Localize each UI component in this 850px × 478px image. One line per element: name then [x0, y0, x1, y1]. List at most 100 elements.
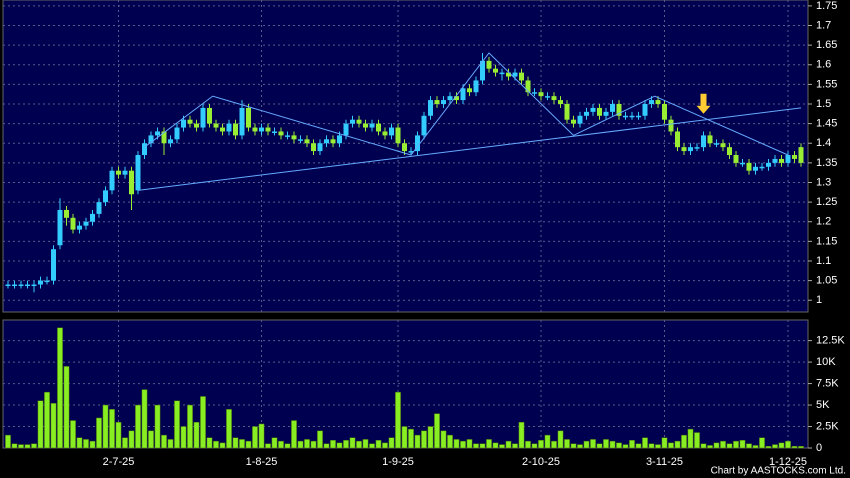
candle-body	[181, 119, 186, 128]
candle-body	[766, 162, 771, 167]
volume-bar	[239, 439, 245, 449]
volume-bar	[603, 439, 609, 449]
candle-body	[714, 143, 719, 145]
candle-body	[109, 170, 115, 191]
candle-body	[649, 100, 654, 104]
y-tick-label: 1.15	[816, 235, 837, 247]
candle-body	[577, 115, 583, 124]
x-tick-label: 2-7-25	[103, 456, 135, 468]
candle-body	[629, 115, 635, 118]
candle-body	[220, 127, 225, 132]
candle-body	[798, 147, 804, 163]
volume-bar	[37, 400, 44, 449]
volume-bar	[336, 442, 343, 449]
volume-bar	[278, 440, 284, 449]
volume-bar	[330, 440, 336, 449]
volume-bar	[486, 439, 492, 449]
y-tick-label: 7.5K	[816, 377, 839, 389]
candle-body	[480, 60, 485, 81]
candle-body	[740, 162, 745, 165]
volume-bar	[661, 437, 668, 449]
volume-bar	[408, 428, 414, 449]
candle-body	[207, 107, 212, 124]
volume-bar	[369, 443, 375, 449]
volume-bar	[700, 443, 707, 449]
y-tick-label: 1.75	[816, 0, 837, 12]
candle-body	[571, 119, 576, 124]
candle-body	[103, 190, 108, 203]
trend-line	[137, 107, 802, 191]
y-tick-label: 1.2	[816, 216, 831, 228]
candle-body	[525, 80, 531, 93]
candle-body	[44, 280, 50, 283]
candle-body	[753, 166, 758, 171]
volume-bar	[518, 421, 525, 449]
volume-bar	[785, 440, 791, 449]
candle-body	[564, 104, 570, 120]
volume-bar	[382, 442, 388, 449]
y-tick-label: 1.05	[816, 275, 837, 287]
candle-body	[623, 115, 628, 118]
arrow-marker	[696, 93, 711, 114]
volume-bar	[492, 442, 499, 449]
volume-bar	[128, 430, 135, 449]
candle-body	[772, 158, 778, 163]
candle-body	[272, 131, 277, 133]
y-tick-label: 1.4	[816, 137, 831, 149]
candle-body	[532, 92, 537, 94]
candle-body	[779, 158, 784, 163]
candle-body	[291, 135, 297, 140]
volume-bar	[206, 437, 213, 449]
candle-body	[558, 100, 563, 104]
x-tick-label: 1-8-25	[246, 456, 278, 468]
volume-bar	[668, 442, 674, 449]
candle-body	[408, 151, 414, 153]
volume-bar	[596, 443, 603, 449]
volume-bar	[447, 434, 453, 449]
volume-bar	[765, 446, 772, 449]
volume-bar	[648, 443, 655, 449]
candle-body	[330, 139, 336, 144]
y-tick-label: 1.5	[816, 98, 831, 110]
candle-body	[733, 155, 739, 163]
candle-body	[460, 88, 466, 101]
x-tick-label: 1-12-25	[769, 456, 807, 468]
volume-bar	[375, 440, 382, 449]
volume-bar	[642, 437, 648, 449]
x-tick-label: 2-10-25	[522, 456, 560, 468]
candle-body	[636, 115, 641, 118]
candle-body	[135, 155, 141, 191]
candle-body	[597, 107, 602, 116]
candle-body	[285, 135, 290, 137]
volume-bar	[473, 443, 479, 449]
y-tick-label: 0	[816, 442, 822, 454]
candle-body	[707, 135, 713, 144]
candle-body	[551, 96, 557, 101]
candle-body	[265, 127, 271, 132]
x-tick-label: 3-11-25	[646, 456, 683, 468]
candle-body	[337, 135, 342, 144]
volume-bar	[317, 430, 323, 449]
candle-body	[343, 123, 349, 136]
volume-bar	[538, 440, 544, 449]
candle-body	[434, 100, 440, 104]
volume-bar	[356, 440, 362, 449]
volume-bar	[421, 430, 427, 449]
candle-body	[96, 202, 102, 214]
volume-bar	[798, 446, 804, 449]
candle-body	[369, 123, 375, 128]
y-tick-label: 1.1	[816, 255, 831, 267]
candle-body	[727, 147, 732, 156]
volume-bar	[102, 404, 109, 449]
candle-body	[213, 123, 219, 128]
volume-bar	[174, 400, 180, 449]
candle-body	[610, 104, 615, 112]
candle-body	[298, 139, 303, 141]
volume-bar	[460, 440, 466, 449]
candle-body	[174, 127, 180, 140]
volume-bar	[557, 430, 564, 449]
credit: Chart by AASTOCKS.com Ltd.	[711, 466, 846, 477]
volume-bar	[70, 420, 76, 449]
